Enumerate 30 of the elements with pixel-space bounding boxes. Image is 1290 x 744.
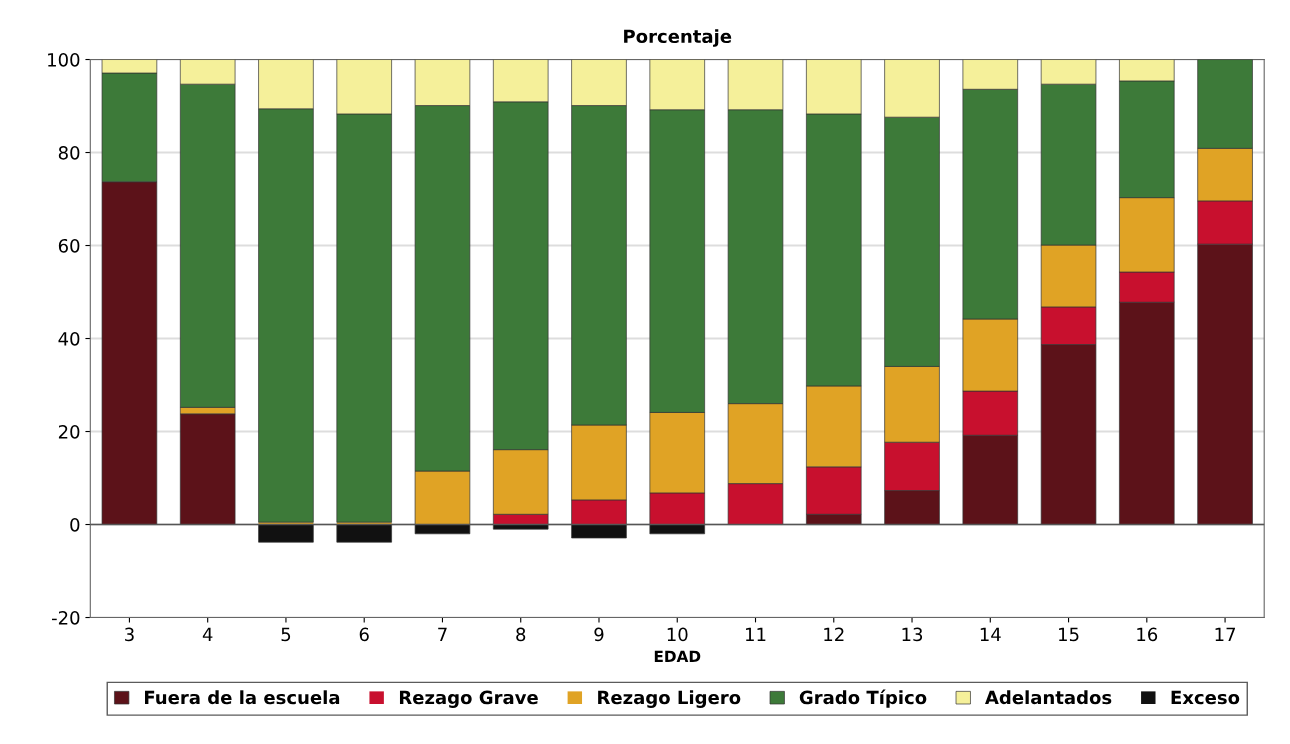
x-tick-label: 12 xyxy=(824,627,844,641)
x-tick-label: 14 xyxy=(980,627,1001,641)
y-tick-label: 20 xyxy=(58,424,80,439)
x-tick-label: 3 xyxy=(125,627,134,642)
x-tick-label: 5 xyxy=(281,627,291,642)
y-tick-label: 40 xyxy=(58,331,80,346)
y-tick-label: 0 xyxy=(70,517,80,532)
x-tick-label: 9 xyxy=(594,627,604,642)
chart-title: Porcentaje xyxy=(624,29,732,47)
y-tick-label: 80 xyxy=(58,145,80,160)
legend-label: Exceso xyxy=(1171,690,1240,705)
x-tick-label: 15 xyxy=(1059,627,1079,642)
x-tick-label: 13 xyxy=(902,627,923,642)
legend-label: Rezago Ligero xyxy=(598,690,741,708)
x-tick-label: 8 xyxy=(516,627,526,642)
x-axis-title: EDAD xyxy=(654,650,701,662)
x-tick-label: 17 xyxy=(1215,627,1236,641)
legend-label: Rezago Grave xyxy=(399,690,538,708)
legend-label: Grado Típico xyxy=(799,689,927,708)
x-tick-label: 11 xyxy=(746,627,766,641)
x-tick-label: 16 xyxy=(1137,627,1158,642)
y-tick-label: -20 xyxy=(51,610,80,625)
x-tick-label: 6 xyxy=(359,627,369,642)
y-tick-label: 60 xyxy=(58,238,80,253)
legend-label: Fuera de la escuela xyxy=(145,690,340,705)
x-tick-label: 7 xyxy=(438,627,447,641)
y-tick-label: 100 xyxy=(48,52,80,67)
x-tick-label: 4 xyxy=(202,627,213,641)
x-tick-label: 10 xyxy=(667,627,688,642)
legend-label: Adelantados xyxy=(985,690,1112,705)
